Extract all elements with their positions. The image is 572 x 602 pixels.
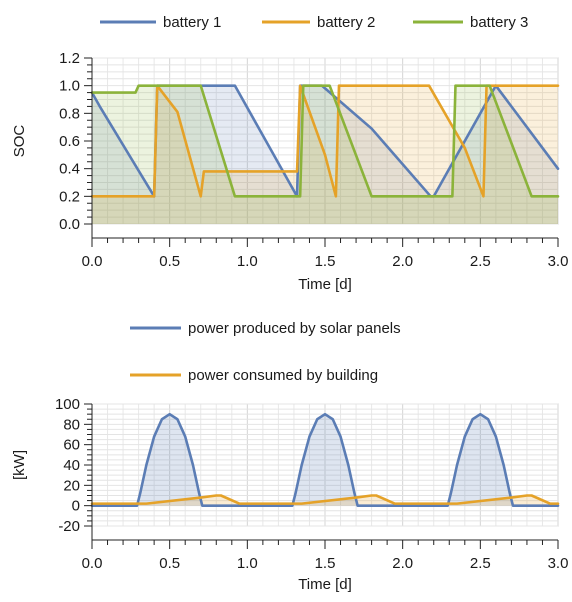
legend-label: power produced by solar panels xyxy=(188,320,401,337)
x-axis-title: Time [d] xyxy=(298,576,352,593)
x-tick-label: 0.5 xyxy=(159,253,180,270)
legend-label: battery 2 xyxy=(317,14,375,31)
legend-item-3[interactable]: battery 3 xyxy=(413,14,528,31)
y-tick-label: 0.4 xyxy=(59,161,80,178)
x-ticks: 0.0 0.5 1.0 1.5 2.0 2.5 3.0 xyxy=(82,238,569,270)
y-axis-title: SOC xyxy=(11,125,28,158)
x-tick-label: 0.0 xyxy=(82,555,103,572)
legend-label: power consumed by building xyxy=(188,367,378,384)
x-tick-label: 2.5 xyxy=(470,253,491,270)
x-tick-label: 1.0 xyxy=(237,555,258,572)
x-tick-label: 2.0 xyxy=(392,253,413,270)
y-tick-label: 80 xyxy=(63,416,80,433)
series-area-1 xyxy=(92,414,558,506)
legend-item-2[interactable]: power consumed by building xyxy=(130,367,378,384)
y-axis-title: [kW] xyxy=(11,450,28,480)
y-tick-label: 0.8 xyxy=(59,105,80,122)
x-axis-title: Time [d] xyxy=(298,276,352,293)
series-line-2[interactable] xyxy=(90,494,560,505)
y-tick-label: 0.2 xyxy=(59,188,80,205)
x-tick-label: 2.0 xyxy=(392,555,413,572)
x-tick-label: 3.0 xyxy=(548,253,569,270)
y-tick-label: 40 xyxy=(63,457,80,474)
y-tick-label: 20 xyxy=(63,477,80,494)
legend-item-2[interactable]: battery 2 xyxy=(262,14,375,31)
legend-item-1[interactable]: battery 1 xyxy=(100,14,221,31)
y-tick-label: -20 xyxy=(58,518,80,535)
y-tick-label: 0.6 xyxy=(59,133,80,150)
x-tick-label: 0.5 xyxy=(159,555,180,572)
x-ticks: 0.0 0.5 1.0 1.5 2.0 2.5 3.0 xyxy=(82,540,569,572)
y-tick-label: 60 xyxy=(63,437,80,454)
x-tick-label: 3.0 xyxy=(548,555,569,572)
y-tick-label: 1.2 xyxy=(59,50,80,67)
legend-label: battery 1 xyxy=(163,14,221,31)
y-tick-label: 100 xyxy=(55,396,80,413)
chart-1: 0.0 0.2 0.4 0.6 0.8 1.0 1.2 0.0 0.5 1.0 1.5 2.0 2.5 3… xyxy=(11,14,568,293)
x-tick-label: 1.5 xyxy=(315,555,336,572)
x-tick-label: 0.0 xyxy=(82,253,103,270)
legend-label: battery 3 xyxy=(470,14,528,31)
legend: battery 1 battery 2 battery 3 xyxy=(100,14,528,31)
x-tick-label: 1.0 xyxy=(237,253,258,270)
series-line-1[interactable] xyxy=(90,412,560,507)
legend-item-1[interactable]: power produced by solar panels xyxy=(130,320,401,337)
x-tick-label: 2.5 xyxy=(470,555,491,572)
series-line-3[interactable] xyxy=(90,84,560,198)
series-area-2 xyxy=(92,495,558,506)
y-tick-label: 1.0 xyxy=(59,78,80,95)
chart-2: -20 0 20 40 60 80 100 0.0 0.5 1.0 1.5 2.0 2.5 3.0 Time… xyxy=(11,320,568,593)
y-tick-label: 0.0 xyxy=(59,216,80,233)
y-ticks: 0.0 0.2 0.4 0.6 0.8 1.0 1.2 xyxy=(59,50,92,233)
x-tick-label: 1.5 xyxy=(315,253,336,270)
y-tick-label: 0 xyxy=(72,498,80,515)
series-line-2[interactable] xyxy=(90,84,560,198)
legend: power produced by solar panels power cons… xyxy=(130,320,401,384)
y-ticks: -20 0 20 40 60 80 100 xyxy=(55,396,92,535)
